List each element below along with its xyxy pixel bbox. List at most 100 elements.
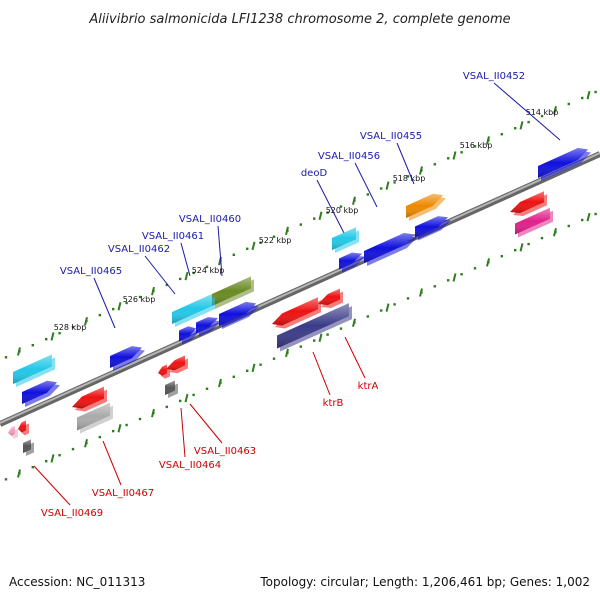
gene-label-vsal-ii0455: VSAL_II0455: [360, 131, 422, 142]
upper-major-tick: [519, 121, 524, 130]
lower-dot-tick: [366, 315, 369, 318]
lower-dot-tick: [4, 478, 8, 481]
lower-dot-tick: [165, 405, 168, 409]
gene-arrow-shading: [8, 425, 15, 436]
gene-arrow-shading: [23, 439, 31, 453]
upper-dot-tick: [540, 114, 544, 118]
lower-dot-tick: [473, 267, 477, 270]
lower-dot-tick: [594, 212, 597, 216]
gene-label-vsal-ii0469: VSAL_II0469: [41, 508, 103, 519]
upper-dot-tick: [299, 223, 302, 226]
leader-line: [354, 162, 378, 208]
lower-dot-tick: [393, 303, 396, 306]
upper-major-tick: [586, 90, 591, 100]
upper-dot-tick: [4, 356, 8, 359]
gene-arrow-shadow: [222, 304, 259, 329]
upper-dot-tick: [71, 325, 75, 329]
lower-dot-tick: [259, 363, 262, 366]
leader-line: [344, 336, 366, 379]
lower-dot-tick: [299, 345, 302, 348]
tick-label-524: 524 kbp: [192, 266, 225, 275]
upper-dot-tick: [31, 344, 34, 347]
gene-arrow-shading: [196, 317, 218, 334]
gene-arrow-shading: [166, 355, 185, 371]
gene-label-vsal-ii0460: VSAL_II0460: [179, 214, 241, 225]
gene-arrow-shading: [172, 294, 212, 324]
upper-dot-tick: [272, 235, 276, 238]
gene-arrow-shading: [406, 193, 443, 218]
lower-dot-tick: [45, 460, 48, 463]
gene-label-ktrb: ktrB: [323, 398, 344, 409]
gene-arrow-shading: [212, 276, 251, 306]
upper-major-tick: [251, 241, 256, 251]
accession-text: Accession: NC_011313: [9, 575, 145, 589]
gene-label-vsal-ii0463: VSAL_II0463: [194, 446, 256, 457]
lower-dot-tick: [232, 375, 235, 378]
upper-dot-tick: [138, 295, 142, 299]
upper-major-tick: [117, 301, 122, 311]
lower-dot-tick: [540, 236, 544, 240]
leader-line: [396, 142, 415, 185]
tick-label-516: 516 kbp: [460, 141, 493, 150]
tick-label-526: 526 kbp: [123, 295, 156, 304]
leader-line: [144, 255, 176, 295]
lower-major-tick: [151, 408, 155, 418]
leader-line: [189, 403, 223, 444]
gene-label-vsal-ii0465: VSAL_II0465: [60, 266, 122, 277]
gene-arrow-shading: [72, 386, 104, 409]
tick-label-518: 518 kbp: [393, 174, 426, 183]
leader-line: [180, 242, 191, 277]
upper-dot-tick: [393, 181, 396, 184]
upper-major-tick: [419, 166, 423, 175]
gene-label-vsal-ii0467: VSAL_II0467: [92, 488, 154, 499]
gene-label-vsal-ii0452: VSAL_II0452: [463, 71, 525, 82]
upper-dot-tick: [165, 283, 168, 287]
upper-dot-tick: [406, 175, 410, 178]
lower-major-tick: [586, 212, 591, 222]
tick-labels: 514 kbp 516 kbp 518 kbp 520 kbp 522 kbp …: [54, 108, 559, 332]
gene-arrow-shading: [158, 364, 167, 376]
lower-dot-tick: [31, 466, 34, 469]
lower-dot-tick: [71, 447, 75, 451]
upper-dot-tick: [594, 90, 597, 94]
tick-label-514: 514 kbp: [526, 108, 559, 117]
forward-strand-genes: [13, 148, 591, 407]
upper-dot-tick: [112, 307, 115, 311]
gene-arrow-shading: [318, 288, 340, 305]
lower-dot-tick: [326, 333, 329, 336]
reverse-gene-labels: ktrA ktrB VSAL_II0463 VSAL_II0464 VSAL_I…: [41, 381, 379, 519]
gene-arrow-shadow: [25, 383, 60, 407]
gene-arrow-shading: [515, 207, 550, 235]
gene-arrow-shading: [415, 216, 448, 238]
lower-major-tick: [419, 288, 423, 297]
lower-dot-tick: [179, 399, 182, 403]
upper-dot-tick: [447, 157, 450, 160]
leader-line: [33, 465, 71, 506]
gene-arrow-shading: [110, 346, 142, 368]
lower-dot-tick: [527, 242, 530, 246]
lower-major-tick: [17, 469, 21, 478]
gene-arrow-shading: [538, 148, 588, 178]
upper-dot-tick: [246, 247, 249, 250]
upper-dot-tick: [205, 265, 209, 268]
lower-dot-tick: [246, 369, 249, 372]
map-title: Aliivibrio salmonicida LFI1238 chromosom…: [88, 12, 510, 27]
upper-major-tick: [84, 317, 88, 326]
lower-dot-tick: [313, 339, 316, 342]
upper-major-tick: [318, 211, 323, 221]
lower-dot-tick: [272, 357, 276, 360]
lower-major-tick: [285, 348, 289, 358]
lower-dot-tick: [98, 435, 101, 439]
lower-dot-tick: [380, 309, 383, 312]
upper-dot-tick: [460, 151, 463, 154]
upper-major-tick: [184, 271, 189, 281]
lower-dot-tick: [514, 249, 517, 252]
upper-dot-tick: [339, 205, 343, 208]
lower-major-tick: [218, 378, 222, 388]
upper-dot-tick: [527, 120, 530, 124]
label-leader-lines: [33, 82, 561, 506]
gene-arrow-shading: [332, 227, 356, 250]
upper-dot-tick: [473, 145, 477, 148]
lower-major-tick: [117, 423, 122, 433]
